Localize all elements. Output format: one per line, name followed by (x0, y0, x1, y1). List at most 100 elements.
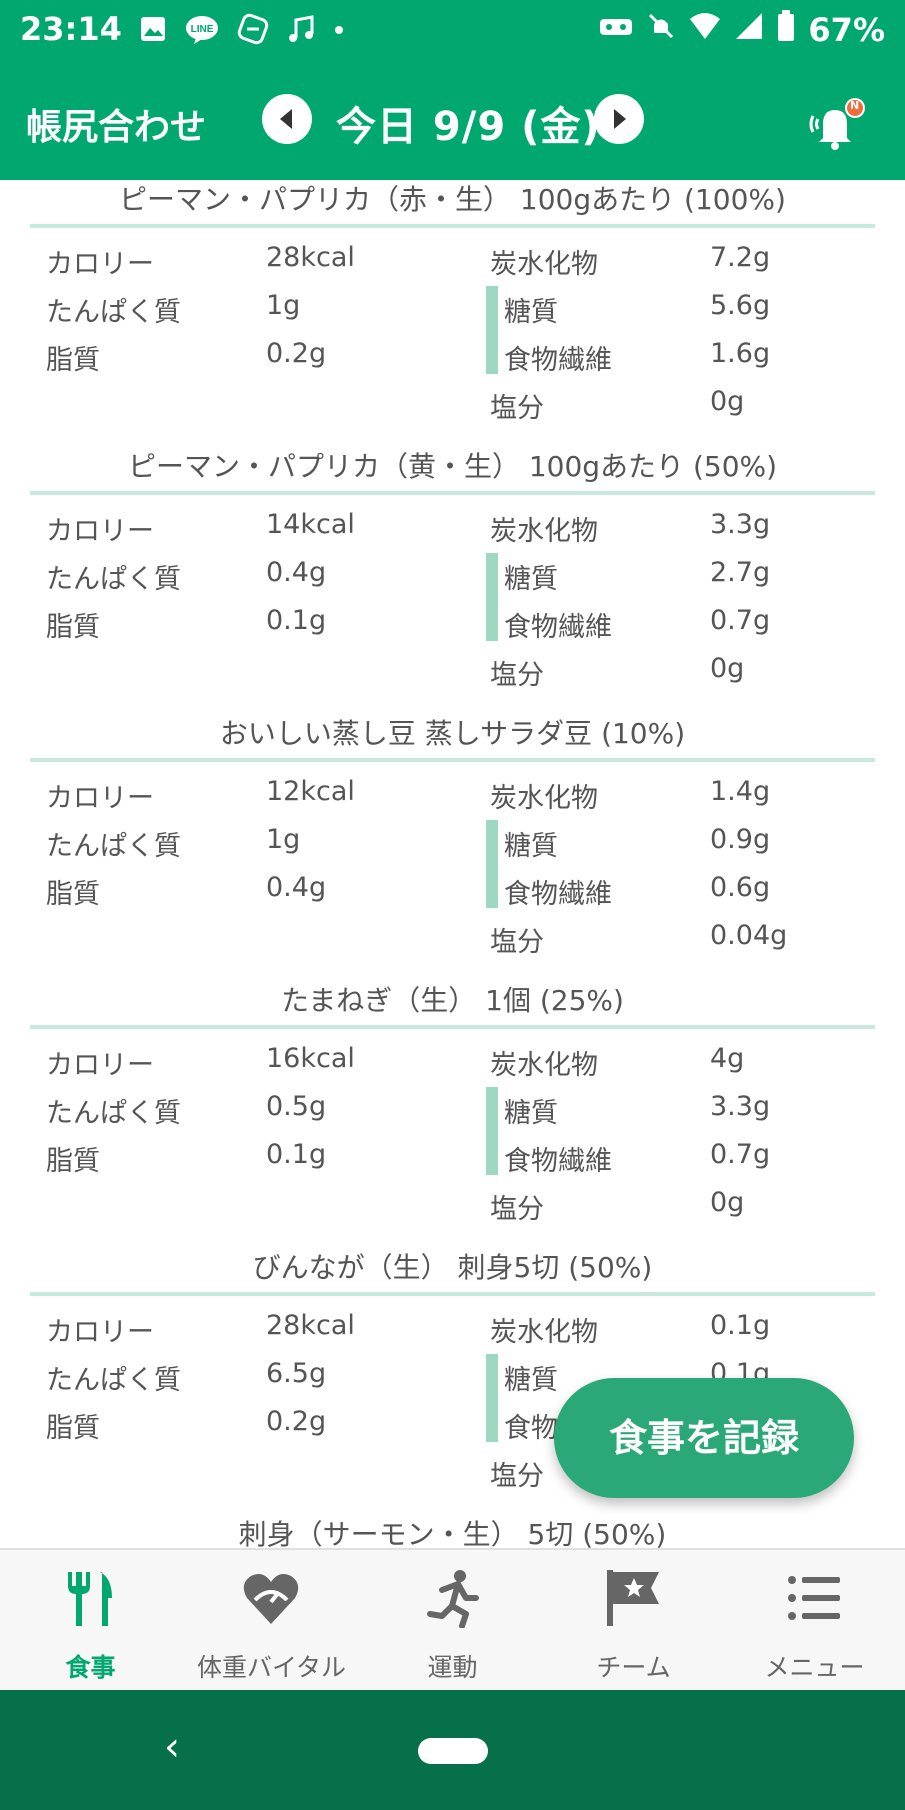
vr-icon (598, 11, 634, 49)
value-carbs: 0.1g (710, 1310, 771, 1341)
food-list[interactable]: ピーマン・パプリカ（赤・生） 100gあたり (100%) カロリー 28kca… (0, 180, 905, 1548)
value-carbs: 1.4g (710, 776, 771, 807)
notification-bell-button[interactable]: N (803, 96, 867, 152)
sub-item-bar (486, 286, 498, 374)
status-bar: 23:14 LINE 67% (0, 0, 905, 60)
value-salt: 0g (710, 1187, 745, 1218)
tab-menu[interactable]: メニュー (724, 1550, 905, 1692)
food-item[interactable]: たまねぎ（生） 1個 (25%) カロリー 16kcal たんぱく質 0.5g … (0, 981, 905, 1248)
food-title: ピーマン・パプリカ（赤・生） 100gあたり (100%) (119, 183, 786, 216)
label-salt: 塩分 (490, 927, 544, 958)
tab-meal[interactable]: 食事 (0, 1550, 181, 1692)
tab-label: 食事 (65, 1653, 116, 1682)
label-fat: 脂質 (46, 1413, 100, 1444)
app-title: 帳尻合わせ (26, 107, 207, 148)
value-fiber: 0.6g (710, 872, 771, 903)
value-salt: 0g (710, 386, 745, 417)
triangle-left-icon (280, 109, 292, 129)
next-day-button[interactable] (594, 94, 644, 144)
food-item[interactable]: ピーマン・パプリカ（黄・生） 100gあたり (50%) カロリー 14kcal… (0, 447, 905, 714)
heart-scale-icon (243, 1574, 299, 1624)
tab-label: メニュー (764, 1653, 865, 1682)
food-title: たまねぎ（生） 1個 (25%) (281, 984, 624, 1017)
back-button[interactable]: ‹ (164, 1724, 180, 1770)
food-item[interactable]: 刺身（サーモン・生） 5切 (50%) (0, 1515, 905, 1548)
value-calories: 28kcal (266, 1310, 355, 1341)
label-protein: たんぱく質 (46, 297, 181, 328)
list-icon (788, 1576, 840, 1620)
label-carbs: 炭水化物 (490, 783, 598, 814)
value-calories: 16kcal (266, 1043, 355, 1074)
food-item[interactable]: ピーマン・パプリカ（赤・生） 100gあたり (100%) カロリー 28kca… (0, 180, 905, 447)
divider (30, 491, 875, 495)
label-salt: 塩分 (490, 660, 544, 691)
label-fiber: 食物繊維 (504, 1146, 612, 1177)
current-date[interactable]: 今日 9/9 (金) (336, 104, 601, 150)
silent-bell-icon (646, 11, 676, 49)
divider (30, 1292, 875, 1296)
label-sugar: 糖質 (504, 1365, 558, 1396)
label-calories: カロリー (46, 516, 154, 547)
value-fiber: 0.7g (710, 605, 771, 636)
flag-star-icon (607, 1570, 659, 1626)
value-calories: 12kcal (266, 776, 355, 807)
tab-exercise[interactable]: 運動 (362, 1550, 543, 1692)
value-salt: 0g (710, 653, 745, 684)
sync-app-icon (236, 12, 270, 50)
label-protein: たんぱく質 (46, 831, 181, 862)
label-sugar: 糖質 (504, 1098, 558, 1129)
label-fat: 脂質 (46, 879, 100, 910)
label-sugar: 糖質 (504, 297, 558, 328)
tab-team[interactable]: チーム (543, 1550, 724, 1692)
value-fat: 0.2g (266, 338, 327, 369)
value-fat: 0.1g (266, 605, 327, 636)
tab-label: 体重バイタル (196, 1653, 346, 1682)
label-salt: 塩分 (490, 1461, 544, 1492)
value-protein: 1g (266, 824, 301, 855)
bottom-navigation: 食事 体重バイタル 運動 チーム メニュー (0, 1548, 905, 1692)
value-calories: 14kcal (266, 509, 355, 540)
label-calories: カロリー (46, 1317, 154, 1348)
label-fiber: 食物繊維 (504, 345, 612, 376)
divider (30, 224, 875, 228)
label-fiber: 食物繊維 (504, 879, 612, 910)
label-protein: たんぱく質 (46, 1098, 181, 1129)
battery-percent: 67% (808, 11, 885, 49)
value-sugar: 0.9g (710, 824, 771, 855)
label-carbs: 炭水化物 (490, 516, 598, 547)
sub-item-bar (486, 1087, 498, 1175)
svg-text:LINE: LINE (191, 24, 214, 35)
record-meal-button[interactable]: 食事を記録 (554, 1378, 854, 1498)
label-calories: カロリー (46, 249, 154, 280)
value-calories: 28kcal (266, 242, 355, 273)
label-sugar: 糖質 (504, 564, 558, 595)
label-fiber: 食物繊維 (504, 612, 612, 643)
more-notifications-dot (332, 22, 346, 41)
label-carbs: 炭水化物 (490, 1050, 598, 1081)
signal-icon (734, 11, 764, 49)
tab-label: チーム (596, 1653, 671, 1682)
notification-icons: LINE (138, 12, 346, 50)
value-sugar: 3.3g (710, 1091, 771, 1122)
label-fat: 脂質 (46, 612, 100, 643)
value-sugar: 5.6g (710, 290, 771, 321)
home-button[interactable] (418, 1738, 488, 1764)
gallery-icon (138, 14, 168, 48)
tab-weight-vitals[interactable]: 体重バイタル (181, 1550, 362, 1692)
food-title: ピーマン・パプリカ（黄・生） 100gあたり (50%) (127, 450, 778, 483)
food-title: びんなが（生） 刺身5切 (50%) (252, 1251, 653, 1284)
system-status-icons: 67% (598, 10, 885, 50)
runner-icon (427, 1570, 479, 1628)
label-salt: 塩分 (490, 1194, 544, 1225)
sub-item-bar (486, 553, 498, 641)
previous-day-button[interactable] (262, 94, 312, 144)
label-calories: カロリー (46, 1050, 154, 1081)
battery-icon (776, 10, 796, 50)
sub-item-bar (486, 1354, 498, 1442)
food-item[interactable]: おいしい蒸し豆 蒸しサラダ豆 (10%) カロリー 12kcal たんぱく質 1… (0, 714, 905, 981)
value-fiber: 0.7g (710, 1139, 771, 1170)
value-salt: 0.04g (710, 920, 788, 951)
value-fat: 0.4g (266, 872, 327, 903)
notification-badge: N (850, 99, 860, 112)
value-carbs: 3.3g (710, 509, 771, 540)
